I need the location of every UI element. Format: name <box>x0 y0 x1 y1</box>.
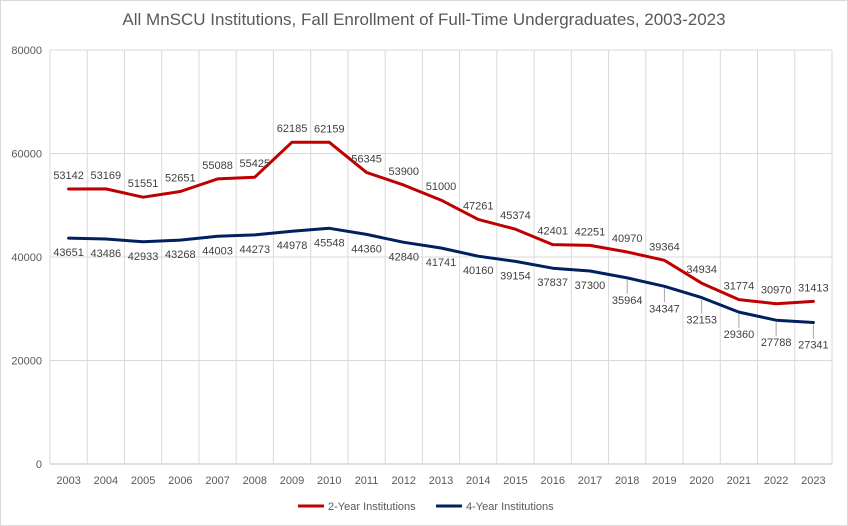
data-label-2year: 47261 <box>463 200 494 212</box>
data-label-4year: 37300 <box>575 280 606 292</box>
data-label-4year: 27788 <box>761 337 792 349</box>
legend-label-2: 4-Year Institutions <box>466 501 554 513</box>
x-tick-label: 2013 <box>429 475 453 487</box>
data-label-4year: 29360 <box>724 329 755 341</box>
data-label-4year: 42933 <box>128 251 159 263</box>
y-axis: 0 20000 40000 60000 80000 <box>11 45 42 471</box>
x-tick-label: 2007 <box>205 475 229 487</box>
data-label-4year: 45548 <box>314 237 345 249</box>
data-label-4year: 43268 <box>165 249 196 261</box>
y-tick-label: 80000 <box>11 45 42 57</box>
data-label-2year: 53169 <box>91 170 122 182</box>
data-label-2year: 51000 <box>426 181 457 193</box>
series-line-2 <box>67 226 815 324</box>
data-label-2year: 34934 <box>686 264 717 276</box>
data-label-4year: 39154 <box>500 270 531 282</box>
data-label-4year: 27341 <box>798 340 829 352</box>
data-label-4year: 42840 <box>388 251 419 263</box>
data-label-2year: 51551 <box>128 178 159 190</box>
legend: 2-Year Institutions 4-Year Institutions <box>298 501 554 513</box>
x-tick-label: 2023 <box>801 475 825 487</box>
y-tick-label: 60000 <box>11 149 42 161</box>
chart-title: All MnSCU Institutions, Fall Enrollment … <box>122 10 726 29</box>
x-tick-label: 2015 <box>503 475 527 487</box>
x-tick-label: 2016 <box>540 475 564 487</box>
data-label-2year: 62159 <box>314 123 345 135</box>
x-tick-label: 2018 <box>615 475 639 487</box>
x-tick-label: 2017 <box>578 475 602 487</box>
legend-label-1: 2-Year Institutions <box>328 501 416 513</box>
data-label-4year: 44360 <box>351 243 382 255</box>
data-label-4year: 43486 <box>91 248 122 260</box>
data-labels: 53142 53169 51551 52651 55088 55425 62185 62159… <box>53 123 828 351</box>
data-label-2year: 53142 <box>53 170 84 182</box>
data-label-2year: 42251 <box>575 226 606 238</box>
x-axis: 2003 2004 2005 2006 2007 2008 2009 2010 2011 2012… <box>56 475 825 487</box>
data-label-2year: 53900 <box>388 166 419 178</box>
data-label-4year: 32153 <box>686 315 717 327</box>
data-label-4year: 40160 <box>463 265 494 277</box>
data-label-2year: 31774 <box>724 281 755 293</box>
y-tick-label: 0 <box>36 459 42 471</box>
x-tick-label: 2019 <box>652 475 676 487</box>
data-label-4year: 37837 <box>537 277 568 289</box>
data-label-2year: 56345 <box>351 153 382 165</box>
data-label-2year: 39364 <box>649 241 680 253</box>
series-line-1 <box>67 140 815 306</box>
data-label-2year: 30970 <box>761 285 792 297</box>
data-label-2year: 45374 <box>500 210 531 222</box>
x-tick-label: 2022 <box>764 475 788 487</box>
y-tick-label: 40000 <box>11 252 42 264</box>
data-label-2year: 40970 <box>612 233 643 245</box>
x-tick-label: 2004 <box>94 475 118 487</box>
x-tick-label: 2006 <box>168 475 192 487</box>
x-tick-label: 2003 <box>56 475 80 487</box>
data-label-4year: 44003 <box>202 245 233 257</box>
data-label-2year: 31413 <box>798 282 829 294</box>
x-tick-label: 2008 <box>243 475 267 487</box>
data-label-2year: 55425 <box>240 158 271 170</box>
x-tick-label: 2010 <box>317 475 341 487</box>
data-label-2year: 62185 <box>277 123 308 135</box>
data-label-4year: 44273 <box>240 244 271 256</box>
data-label-4year: 35964 <box>612 295 643 307</box>
x-tick-label: 2005 <box>131 475 155 487</box>
data-label-4year: 43651 <box>53 247 84 259</box>
x-tick-label: 2011 <box>355 475 379 487</box>
data-label-2year: 55088 <box>202 160 233 172</box>
data-label-4year: 34347 <box>649 303 680 315</box>
x-tick-label: 2014 <box>466 475 490 487</box>
x-tick-label: 2021 <box>727 475 751 487</box>
x-tick-label: 2012 <box>392 475 416 487</box>
gridlines <box>49 49 833 465</box>
series-lines <box>67 140 815 324</box>
x-tick-label: 2020 <box>689 475 713 487</box>
data-label-4year: 41741 <box>426 257 457 269</box>
x-tick-label: 2009 <box>280 475 304 487</box>
data-label-2year: 52651 <box>165 173 196 185</box>
data-label-2year: 42401 <box>537 226 568 238</box>
data-label-4year: 44978 <box>277 240 308 252</box>
y-tick-label: 20000 <box>11 356 42 368</box>
